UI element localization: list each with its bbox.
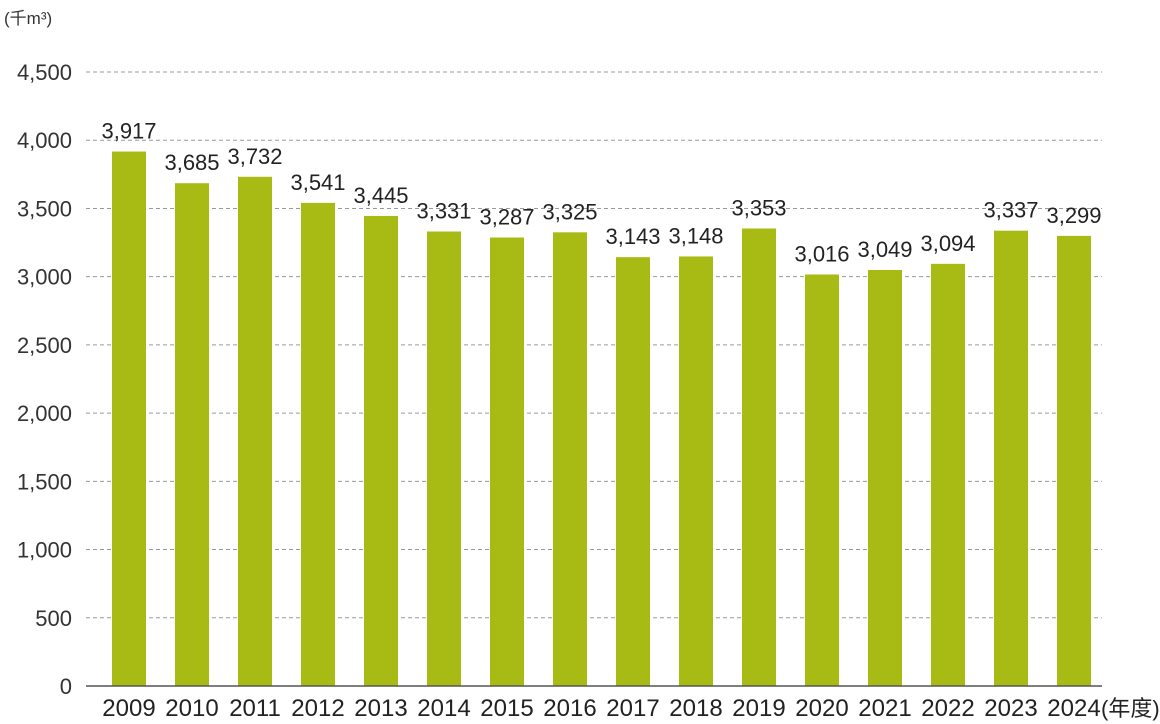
x-tick-label: 2018: [669, 695, 722, 722]
y-tick-label: 4,500: [17, 60, 72, 85]
x-tick-label: 2012: [291, 695, 344, 722]
bar: [364, 215, 398, 686]
x-tick-label: 2023: [984, 695, 1037, 722]
bars: [112, 151, 1091, 687]
y-axis-ticks: 0 500 1,000 1,500 2,000 2,500 3,000 3,500 4,000 4…: [17, 60, 72, 699]
value-label: 3,331: [416, 199, 471, 224]
value-label: 3,143: [605, 224, 660, 249]
bar: [931, 263, 965, 686]
value-label: 3,148: [668, 223, 723, 248]
x-tick-label: 2021: [858, 695, 911, 722]
bar: [868, 269, 902, 686]
bar: [238, 176, 272, 686]
bar: [994, 230, 1028, 687]
bar: [742, 228, 776, 687]
bar: [175, 183, 209, 687]
value-label: 3,325: [542, 199, 597, 224]
y-tick-label: 2,500: [17, 333, 72, 358]
bar: [490, 237, 524, 686]
value-label: 3,299: [1046, 203, 1101, 228]
value-label: 3,049: [857, 237, 912, 262]
x-axis-ticks: 2009 2010 2011 2012 2013 2014 2015 2016 2017 2018…: [102, 695, 1100, 722]
y-tick-label: 500: [35, 606, 72, 631]
value-labels: 3,917 3,685 3,732 3,541 3,445 3,331 3,287 3,325…: [101, 119, 1101, 267]
y-tick-label: 4,000: [17, 128, 72, 153]
bar: [112, 151, 146, 686]
y-axis-unit-label: (千m³): [4, 9, 52, 28]
x-tick-label: 2022: [921, 695, 974, 722]
bar: [427, 231, 461, 687]
x-tick-label: 2010: [165, 695, 218, 722]
x-tick-label: 2014: [417, 695, 470, 722]
x-tick-label: 2020: [795, 695, 848, 722]
x-tick-label: 2017: [606, 695, 659, 722]
bar: [805, 274, 839, 686]
y-tick-label: 3,500: [17, 196, 72, 221]
x-tick-label: 2009: [102, 695, 155, 722]
y-tick-label: 1,500: [17, 469, 72, 494]
bar: [301, 202, 335, 686]
value-label: 3,094: [920, 231, 975, 256]
y-tick-label: 0: [60, 674, 72, 699]
value-label: 3,917: [101, 119, 156, 144]
x-tick-label: 2011: [229, 695, 281, 722]
x-tick-label: 2019: [732, 695, 785, 722]
value-label: 3,287: [479, 205, 534, 230]
x-tick-label: 2013: [354, 695, 407, 722]
y-tick-label: 1,000: [17, 538, 72, 563]
x-tick-label: 2015: [480, 695, 533, 722]
value-label: 3,685: [164, 150, 219, 175]
value-label: 3,016: [794, 241, 849, 266]
value-label: 3,337: [983, 198, 1038, 223]
x-axis-unit-label: (年度): [1101, 696, 1160, 721]
x-tick-label: 2024: [1047, 695, 1100, 722]
bar: [616, 257, 650, 686]
x-tick-label: 2016: [543, 695, 596, 722]
value-label: 3,541: [290, 170, 345, 195]
value-label: 3,353: [731, 196, 786, 221]
value-label: 3,732: [227, 144, 282, 169]
y-tick-label: 2,000: [17, 401, 72, 426]
bar: [1057, 235, 1091, 686]
y-tick-label: 3,000: [17, 265, 72, 290]
bar: [679, 256, 713, 686]
bar: [553, 232, 587, 687]
value-label: 3,445: [353, 183, 408, 208]
